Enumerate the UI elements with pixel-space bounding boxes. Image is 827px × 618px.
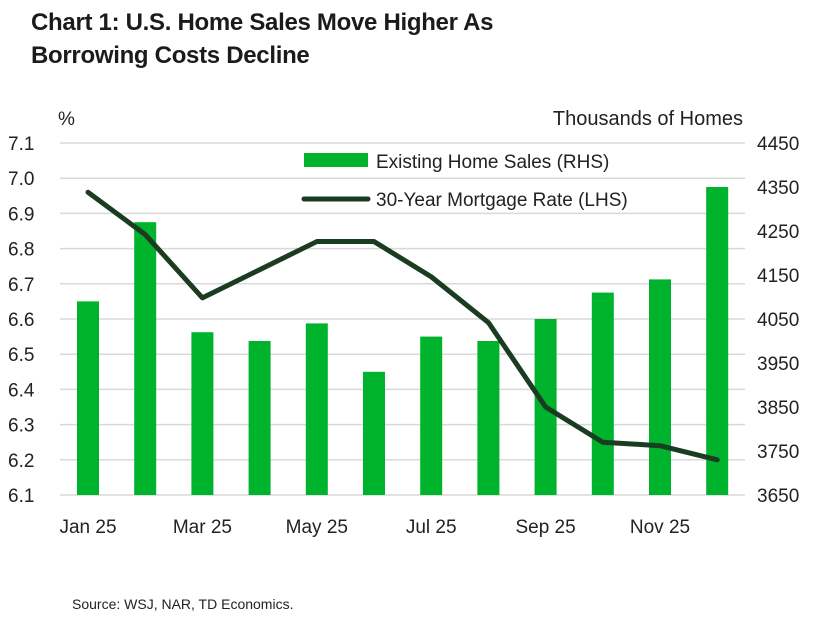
bar-jan-25 bbox=[77, 301, 99, 495]
x-tick-label: May 25 bbox=[286, 517, 348, 538]
right-tick-label: 4350 bbox=[757, 178, 799, 199]
right-tick-label: 3850 bbox=[757, 398, 799, 419]
mortgage-rate-line bbox=[85, 189, 720, 463]
x-tick-label: Mar 25 bbox=[173, 517, 232, 538]
bar-aug-25 bbox=[477, 341, 500, 495]
left-tick-label: 6.2 bbox=[8, 451, 34, 472]
right-tick-label: 3750 bbox=[757, 442, 799, 463]
left-axis-label: % bbox=[58, 109, 75, 130]
left-tick-label: 6.7 bbox=[8, 275, 34, 296]
title-line-1: Chart 1: U.S. Home Sales Move Higher As bbox=[31, 9, 494, 36]
legend-label-bars: Existing Home Sales (RHS) bbox=[376, 152, 609, 173]
left-tick-label: 6.9 bbox=[8, 204, 34, 225]
legend-label-line: 30-Year Mortgage Rate (LHS) bbox=[376, 190, 628, 211]
title-line-2: Borrowing Costs Decline bbox=[31, 42, 310, 69]
x-tick-label: Nov 25 bbox=[630, 517, 690, 538]
x-tick-label: Sep 25 bbox=[515, 517, 575, 538]
right-tick-label: 4150 bbox=[757, 266, 799, 287]
left-tick-label: 7.0 bbox=[8, 169, 34, 190]
left-tick-label: 6.8 bbox=[8, 240, 34, 261]
left-tick-label: 6.4 bbox=[8, 380, 35, 401]
source-note: Source: WSJ, NAR, TD Economics. bbox=[72, 596, 294, 612]
chart-title: Chart 1: U.S. Home Sales Move Higher As … bbox=[31, 6, 494, 72]
bar-dec-25 bbox=[706, 187, 729, 495]
bar-mar-25 bbox=[191, 332, 214, 495]
bar-jul-25 bbox=[420, 336, 443, 495]
right-tick-label: 3950 bbox=[757, 354, 799, 375]
left-tick-label: 6.5 bbox=[8, 345, 34, 366]
right-axis-label: Thousands of Homes bbox=[553, 108, 743, 130]
right-tick-label: 4250 bbox=[757, 222, 799, 243]
left-tick-label: 6.3 bbox=[8, 416, 34, 437]
left-tick-label: 7.1 bbox=[8, 134, 34, 155]
bar-nov-25 bbox=[649, 279, 671, 495]
bar-oct-25 bbox=[591, 292, 614, 495]
bar-apr-25 bbox=[248, 341, 271, 495]
x-tick-label: Jan 25 bbox=[59, 517, 116, 538]
bar-feb-25 bbox=[134, 222, 157, 495]
right-tick-label: 4450 bbox=[757, 134, 799, 155]
bar-jun-25 bbox=[363, 371, 385, 495]
x-tick-label: Jul 25 bbox=[406, 517, 457, 538]
left-tick-label: 6.1 bbox=[8, 486, 34, 507]
right-tick-label: 3650 bbox=[757, 486, 799, 507]
right-tick-label: 4050 bbox=[757, 310, 799, 331]
bar-may-25 bbox=[305, 323, 328, 495]
legend-swatch-bars bbox=[304, 153, 368, 167]
left-tick-label: 6.6 bbox=[8, 310, 34, 331]
